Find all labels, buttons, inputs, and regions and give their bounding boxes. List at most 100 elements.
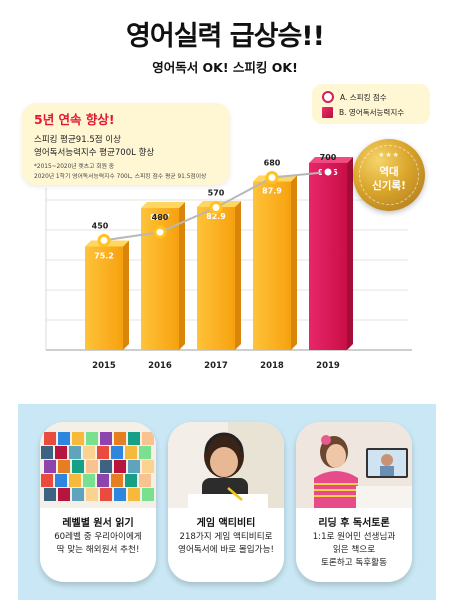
seal-line-2: 신기록!	[372, 180, 406, 192]
child-writing-image	[168, 422, 284, 508]
feature-card-games: 게임 액티비티 218가지 게임 액티비티로 영어독서에 바로 몰입가능!	[168, 422, 284, 582]
line-value-label: 680	[264, 158, 281, 167]
bar-2015	[85, 246, 123, 350]
line-point	[265, 170, 279, 184]
callout-box: 5년 연속 향상! 스피킹 평균91.5점 이상 영어독서능력지수 평균700L…	[22, 103, 230, 185]
legend-item-speaking: A. 스피킹 점수	[322, 91, 387, 103]
book-cover	[44, 460, 56, 473]
bar-top	[141, 202, 185, 209]
bar-top	[309, 156, 353, 163]
legend-label-a: A. 스피킹 점수	[340, 92, 387, 102]
card-title: 리딩 후 독서토론	[318, 518, 390, 529]
line-value-label: 450	[92, 221, 109, 230]
book-cover	[100, 460, 112, 473]
x-tick-label: 2017	[204, 361, 228, 371]
callout-line-1: 스피킹 평균91.5점 이상	[34, 135, 121, 145]
line-point	[321, 165, 335, 179]
bar-value-label: 82.9	[206, 212, 226, 221]
x-tick-label: 2018	[260, 361, 284, 371]
feature-section: 레벨별 원서 읽기 60레벨 중 우리아이에게 딱 맞는 해외원서 추천! 게임…	[18, 404, 436, 600]
stars-icon: ★★★	[378, 151, 400, 159]
card-desc-line: 60레벨 중 우리아이에게	[54, 532, 142, 542]
book-cover	[111, 474, 123, 487]
book-cover	[44, 432, 56, 445]
book-cover	[41, 474, 53, 487]
line-value-label: 570	[208, 189, 225, 198]
book-cover	[58, 460, 70, 473]
feature-card-discussion: 리딩 후 독서토론 1:1로 원어민 선생님과 읽은 책으로 토론하고 독후활동	[296, 422, 412, 582]
book-cover	[128, 488, 140, 501]
card-desc-line: 읽은 책으로	[332, 545, 376, 555]
book-cover	[58, 432, 70, 445]
bar-value-label: 75.2	[94, 251, 114, 260]
book-cover	[58, 488, 70, 501]
line-point	[97, 233, 111, 247]
record-seal-badge: ★★★ 역대 신기록!	[353, 139, 425, 211]
bar-side	[235, 201, 241, 350]
book-cover	[142, 432, 154, 445]
callout-note-1: *2015~2020년 렛츠고 회원 중	[34, 164, 115, 170]
book-cover	[139, 446, 151, 459]
book-cover	[69, 446, 81, 459]
book-cover	[128, 460, 140, 473]
bar-side	[123, 240, 129, 350]
x-tick-label: 2019	[316, 361, 340, 371]
chart-legend: A. 스피킹 점수 B. 영어독서능력지수	[312, 84, 430, 124]
book-cover	[97, 474, 109, 487]
card-description: 218가지 게임 액티비티로 영어독서에 바로 몰입가능!	[172, 531, 280, 557]
bar-2019	[309, 162, 347, 350]
book-cover	[86, 488, 98, 501]
book-cover	[72, 488, 84, 501]
book-cover	[55, 446, 67, 459]
book-cover	[139, 474, 151, 487]
book-cover	[97, 446, 109, 459]
book-cover	[83, 446, 95, 459]
bar-2018	[253, 181, 291, 350]
line-value-label: 700	[320, 153, 337, 162]
book-cover	[41, 446, 53, 459]
book-cover	[72, 432, 84, 445]
book-cover	[100, 432, 112, 445]
book-cover	[86, 432, 98, 445]
book-cover	[114, 460, 126, 473]
video-call-image	[296, 422, 412, 508]
book-cover	[114, 432, 126, 445]
callout-headline: 5년 연속 향상!	[34, 112, 115, 127]
book-cover	[142, 460, 154, 473]
bar-2017	[197, 207, 235, 350]
book-cover	[100, 488, 112, 501]
page-subtitle: 영어독서 OK! 스피킹 OK!	[152, 60, 298, 75]
books-image	[40, 422, 156, 508]
book-cover	[114, 488, 126, 501]
book-cover	[44, 488, 56, 501]
line-value-label: 480	[152, 213, 169, 222]
book-cover	[69, 474, 81, 487]
cube-icon	[322, 107, 333, 118]
callout-line-2: 영어독서능력지수 평균700L 향상	[34, 148, 155, 158]
x-tick-label: 2016	[148, 361, 172, 371]
book-cover	[111, 446, 123, 459]
ring-marker-icon	[322, 91, 334, 103]
book-cover	[128, 432, 140, 445]
bar-side	[347, 156, 353, 350]
callout-note-2: 2020년 1학기 영어독서능력지수 700L, 스피킹 점수 평균 91.5점…	[34, 174, 207, 180]
bar-value-label: 87.9	[262, 186, 282, 195]
book-cover	[142, 488, 154, 501]
card-title: 레벨별 원서 읽기	[62, 518, 134, 529]
card-desc-line: 영어독서에 바로 몰입가능!	[178, 545, 274, 555]
book-cover	[125, 474, 137, 487]
feature-card-books: 레벨별 원서 읽기 60레벨 중 우리아이에게 딱 맞는 해외원서 추천!	[40, 422, 156, 582]
line-point	[153, 225, 167, 239]
bar-side	[179, 202, 185, 350]
line-point	[209, 201, 223, 215]
seal-ring	[359, 145, 419, 205]
x-tick-label: 2015	[92, 361, 116, 371]
card-desc-line: 218가지 게임 액티비티로	[179, 532, 273, 542]
seal-line-1: 역대	[379, 166, 399, 178]
book-cover	[83, 474, 95, 487]
card-description: 1:1로 원어민 선생님과 읽은 책으로 토론하고 독후활동	[300, 531, 408, 570]
bar-side	[291, 175, 297, 350]
book-cover	[125, 446, 137, 459]
